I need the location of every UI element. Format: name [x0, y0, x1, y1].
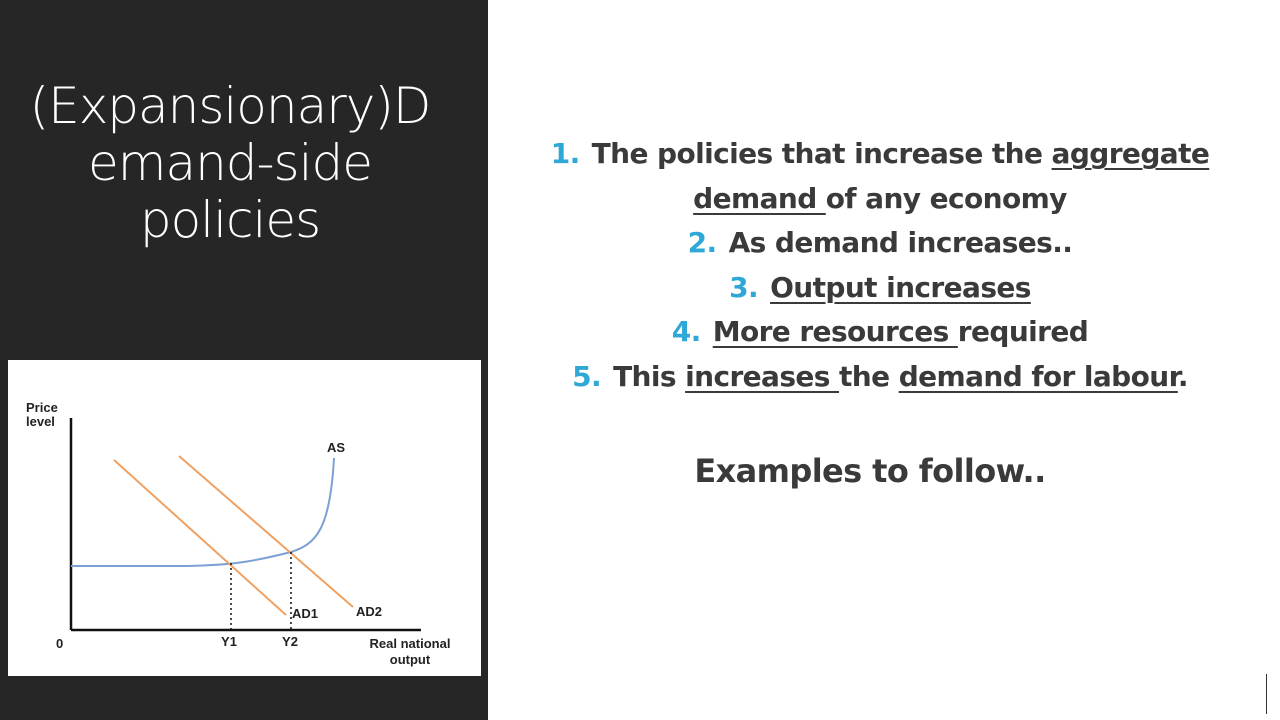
policy-point-5: 5. This increases the demand for labour. [500, 355, 1260, 400]
y2-marker: Y2 [282, 634, 298, 649]
point-text: The policies that increase the [591, 137, 1052, 170]
point-number: 3. [729, 270, 759, 304]
title-line-1: (Expansionary)D [29, 77, 432, 135]
point-text: of any economy [825, 181, 1068, 215]
origin-label: 0 [56, 636, 63, 651]
policy-point-2: 2. As demand increases.. [500, 221, 1260, 266]
x-axis-label-line-1: Real national [370, 636, 451, 651]
underlined-text: More resources [712, 315, 958, 348]
point-text: required [957, 315, 1089, 348]
y1-marker: Y1 [221, 634, 237, 649]
y-axis-label-line-2: level [26, 414, 55, 429]
policy-points-list: 1. The policies that increase the aggrega… [500, 132, 1260, 399]
underlined-text: increases [685, 359, 840, 393]
policy-point-4: 4. More resources required [500, 310, 1260, 355]
ad2-curve [178, 455, 354, 608]
underlined-text: Output increases [770, 270, 1031, 304]
point-number: 1. [550, 137, 581, 170]
title-line-3: policies [139, 191, 321, 249]
title-line-2: emand-side [87, 134, 373, 192]
point-number: 5. [572, 359, 602, 393]
underlined-text: aggregate demand [693, 137, 1210, 215]
ad-as-diagram: Price level 0 Real national output AS AD… [8, 360, 481, 676]
slide-edge-mark [1266, 674, 1267, 714]
as-curve [71, 457, 335, 567]
examples-text: Examples to follow.. [694, 452, 1046, 490]
y-axis-label-line-1: Price [26, 400, 58, 415]
underlined-text: demand for labour [898, 359, 1179, 393]
x-axis-label-line-2: output [390, 652, 431, 667]
ad2-label: AD2 [356, 604, 382, 619]
point-number: 2. [687, 226, 718, 259]
ad1-curve [113, 459, 287, 616]
slide-title: (Expansionary)D emand-side policies [0, 78, 460, 249]
point-text: the [839, 359, 899, 393]
policy-point-1: 1. The policies that increase the aggrega… [500, 132, 1260, 221]
point-text: As demand increases.. [728, 226, 1073, 259]
policy-point-3: 3. Output increases [500, 266, 1260, 311]
diagram-canvas: Price level 0 Real national output AS AD… [26, 400, 451, 667]
point-text: This [613, 359, 686, 393]
point-text: . [1177, 359, 1189, 393]
title-panel: (Expansionary)D emand-side policies Pric… [0, 0, 488, 720]
point-number: 4. [671, 315, 702, 348]
ad1-label: AD1 [292, 606, 318, 621]
as-label: AS [327, 440, 345, 455]
